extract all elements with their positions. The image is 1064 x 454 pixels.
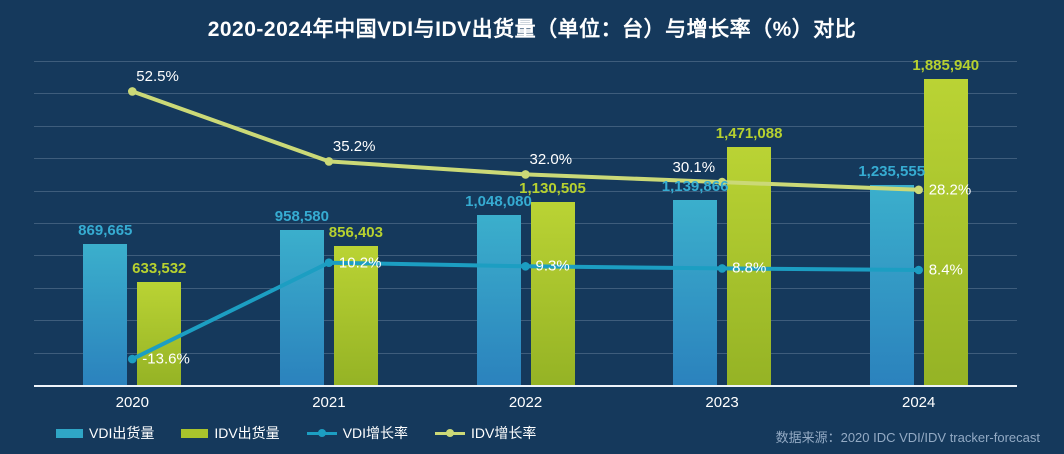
gridline [34, 320, 1017, 322]
gridline [34, 158, 1017, 160]
legend-item: IDV增长率 [435, 423, 536, 443]
year-label-2022: 2022 [508, 394, 543, 411]
line-marker [128, 354, 137, 364]
growth-label: 8.8% [732, 259, 767, 277]
labels-layer: 869,665 958,580 1,048,080 1,139,866 1,235,55… [34, 57, 1017, 385]
legend-label: IDV出货量 [214, 425, 280, 441]
idv-bar-2024 [923, 79, 968, 385]
bar-value-label: 633,532 [132, 260, 187, 278]
chart-title: 2020-2024年中国VDI与IDV出货量（单位：台）与增长率（%）对比 [207, 18, 857, 41]
growth-label: 9.3% [535, 257, 570, 275]
growth-label: 35.2% [332, 138, 376, 156]
line-marker [717, 177, 727, 187]
idv-bar-2022 [530, 201, 575, 385]
growth-label: -13.6% [142, 350, 190, 368]
vdi-bar-2023 [673, 200, 718, 385]
year-label-2020: 2020 [115, 394, 149, 411]
year-label-2024: 2024 [902, 394, 936, 411]
bar-value-label: 1,139,866 [661, 178, 729, 196]
line-marker [914, 265, 923, 275]
lines-layer [128, 87, 923, 364]
bar-value-label: 1,471,088 [715, 124, 783, 142]
gridline [34, 352, 1017, 354]
legend-bar-swatch [181, 428, 209, 438]
legend-label: VDI增长率 [342, 425, 409, 441]
line-marker [324, 157, 334, 166]
growth-label: 32.0% [529, 151, 573, 169]
growth-label: 28.2% [928, 181, 972, 199]
idv-bar-2023 [727, 146, 772, 385]
line-marker [914, 185, 923, 195]
vdi-bar-2022 [476, 215, 521, 385]
line-marker [521, 170, 530, 179]
line-marker [521, 262, 530, 271]
bar-value-label: 869,665 [78, 222, 133, 240]
line-marker [324, 258, 334, 267]
gridline [34, 93, 1017, 95]
gridline [34, 223, 1017, 224]
bar-value-label: 1,048,080 [465, 193, 532, 211]
vdi-bar-2024 [869, 184, 914, 385]
growth-label: 30.1% [672, 159, 716, 177]
gridline [34, 287, 1017, 289]
gridline [34, 190, 1017, 192]
gridline [34, 61, 1017, 62]
bars-layer [34, 61, 1017, 385]
idv-bar-2021 [333, 246, 378, 385]
x-axis-labels: 2020 2021 2022 2023 2024 [34, 394, 1017, 414]
data-source: 数据来源：2020 IDC VDI/IDV tracker-forecast [775, 430, 1040, 445]
growth-label: 52.5% [136, 68, 179, 86]
bar-value-label: 1,885,940 [912, 57, 980, 75]
legend-bar-swatch [56, 428, 83, 438]
line-marker [128, 87, 137, 96]
legend-line-swatch [306, 429, 337, 438]
legend-line-swatch [435, 429, 466, 438]
bar-value-label: 1,130,505 [519, 179, 586, 197]
gridline [34, 125, 1017, 127]
plot-area: 869,665 958,580 1,048,080 1,139,866 1,235,55… [34, 57, 1017, 387]
legend-item: IDV出货量 [181, 423, 280, 443]
legend-label: VDI出货量 [89, 425, 155, 441]
legend-label: IDV增长率 [471, 425, 537, 441]
vdi-bar-2020 [83, 244, 128, 385]
year-label-2023: 2023 [705, 394, 739, 411]
vdi-bar-2021 [279, 229, 324, 385]
bar-value-label: 1,235,555 [858, 162, 926, 180]
line-marker [717, 264, 727, 273]
x-axis-line [34, 385, 1017, 387]
legend: VDI出货量 IDV出货量 VDI增长率 IDV增长率 [56, 424, 536, 442]
growth-label: 10.2% [338, 254, 382, 272]
idv-bar-2020 [137, 282, 182, 385]
year-label-2021: 2021 [312, 394, 346, 411]
gridline [34, 255, 1017, 257]
bar-value-label: 856,403 [328, 224, 384, 242]
gridlines-layer [34, 61, 1017, 385]
bar-value-label: 958,580 [274, 207, 330, 225]
legend-item: VDI增长率 [306, 423, 409, 443]
growth-label: 8.4% [928, 261, 963, 279]
legend-item: VDI出货量 [56, 423, 154, 443]
